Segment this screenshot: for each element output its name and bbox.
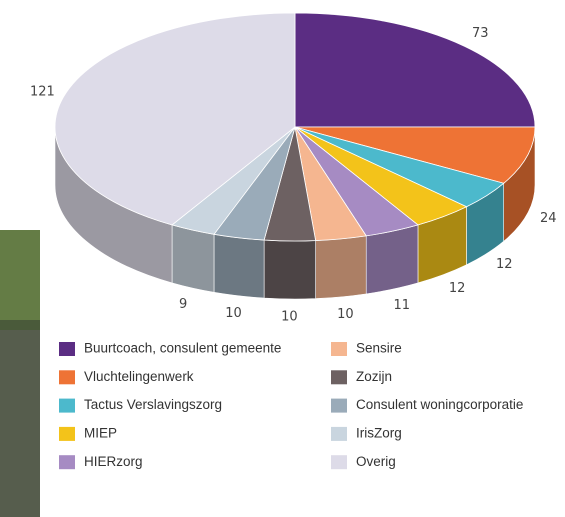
legend-swatch — [331, 342, 347, 356]
legend-label: Zozijn — [356, 369, 392, 384]
legend-label: IrisZorg — [356, 425, 402, 440]
legend-swatch — [331, 426, 347, 441]
data-label: 9 — [179, 297, 187, 312]
legend-swatch — [59, 398, 75, 413]
data-label: 11 — [393, 298, 410, 313]
photo-fragment-top — [0, 230, 40, 320]
legend-swatch — [59, 370, 75, 385]
slice-side — [263, 239, 316, 300]
photo-fragment-bottom — [0, 330, 40, 517]
legend-swatch — [331, 398, 347, 413]
slice — [294, 12, 536, 128]
slice — [54, 12, 296, 226]
data-label: 121 — [30, 84, 55, 99]
legend-label: Vluchtelingenwerk — [84, 369, 194, 384]
legend-swatch — [59, 455, 75, 470]
slice-side — [365, 224, 419, 295]
slice-side — [315, 235, 367, 299]
data-label: 10 — [337, 307, 354, 322]
data-label: 12 — [449, 281, 466, 296]
data-label: 73 — [472, 26, 489, 41]
legend-label: Overig — [356, 454, 396, 469]
legend-swatch — [331, 370, 347, 385]
legend-label: Consulent woningcorporatie — [356, 397, 523, 412]
legend-swatch — [59, 342, 75, 356]
data-label: 12 — [496, 257, 513, 272]
legend-label: HIERzorg — [84, 454, 143, 469]
legend-swatch — [331, 455, 347, 470]
data-label: 24 — [540, 211, 557, 226]
data-label: 10 — [281, 309, 298, 324]
slice-side — [171, 224, 215, 293]
legend-swatch — [59, 426, 75, 441]
data-label: 10 — [225, 306, 242, 321]
legend-label: Buurtcoach, consulent gemeente — [84, 341, 281, 356]
legend-label: MIEP — [84, 425, 117, 440]
slice — [294, 126, 536, 184]
legend-label: Tactus Verslavingszorg — [84, 397, 222, 412]
slice-side — [213, 233, 265, 299]
legend-label: Sensire — [356, 341, 402, 356]
